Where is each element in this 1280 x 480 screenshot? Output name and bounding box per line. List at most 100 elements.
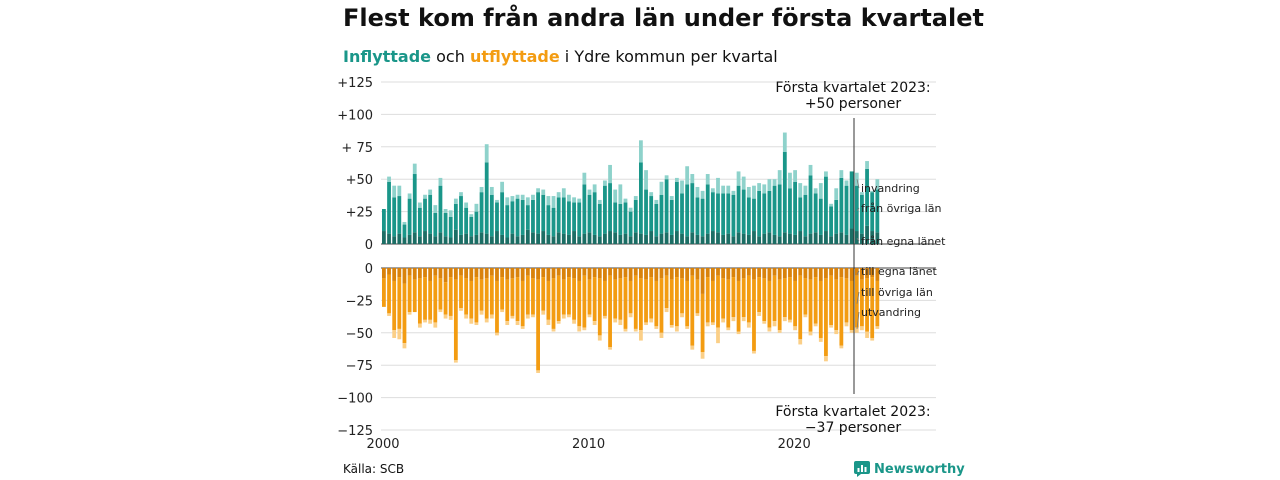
outflow-bar-other-counties [541, 277, 546, 311]
inflow-bar-other-counties [639, 162, 643, 234]
inflow-bar-other-counties [633, 199, 638, 233]
inflow-bar-immigration [834, 188, 839, 200]
inflow-bar-immigration [402, 221, 407, 225]
outflow-bar-other-counties [412, 279, 417, 313]
brand-logo[interactable]: Newsworthy [854, 461, 965, 477]
inflow-bar-immigration [392, 185, 397, 198]
inflow-bar-immigration [777, 170, 782, 185]
outflow-bar-other-counties [736, 280, 741, 332]
inflow-bar-other-counties [865, 168, 869, 226]
outflow-bar-own-county [746, 268, 751, 276]
inflow-bar-immigration [531, 194, 535, 200]
inflow-bar-own-county [592, 234, 597, 244]
annotation-bottom: Första kvartalet 2023: −37 personer [758, 404, 948, 436]
inflow-bar-immigration [551, 196, 556, 208]
outflow-bar-own-county [813, 268, 818, 278]
inflow-bar-own-county [849, 228, 854, 244]
inflow-bar-other-counties [417, 207, 422, 237]
outflow-bar-emigration [705, 322, 710, 327]
inflow-bar-other-counties [741, 189, 746, 234]
outflow-bar-own-county [479, 268, 484, 280]
inflow-bar-own-county [829, 236, 833, 244]
inflow-bar-own-county [854, 231, 859, 244]
inflow-bar-own-county [793, 234, 797, 244]
subtitle-conjunction: och [436, 47, 465, 66]
inflow-bar-own-county [525, 229, 530, 244]
outflow-bar-own-county [546, 268, 551, 281]
inflow-bar-own-county [572, 231, 576, 244]
inflow-bar-own-county [603, 233, 607, 244]
outflow-bar-own-county [798, 268, 803, 276]
outflow-bar-own-county [474, 268, 479, 278]
outflow-bar-own-county [520, 268, 525, 281]
inflow-bar-other-counties [484, 162, 489, 234]
inflow-bar-other-counties [695, 197, 700, 235]
source-note: Källa: SCB [343, 462, 405, 476]
inflow-bar-other-counties [387, 181, 391, 234]
outflow-bar-own-county [860, 268, 864, 280]
inflow-bar-other-counties [423, 198, 427, 232]
inflow-bar-own-county [813, 232, 818, 244]
inflow-bar-own-county [741, 233, 746, 244]
outflow-bar-other-counties [531, 278, 535, 315]
outflow-bar-emigration [495, 332, 499, 336]
inflow-bar-immigration [618, 184, 623, 204]
inflow-bar-other-counties [597, 203, 602, 237]
outflow-bar-own-county [644, 268, 648, 280]
outflow-bar-own-county [556, 268, 561, 276]
outflow-bar-own-county [423, 268, 427, 278]
inflow-bar-other-counties [572, 202, 576, 232]
outflow-bar-emigration [443, 314, 448, 319]
inflow-bar-other-counties [824, 176, 828, 232]
outflow-bar-other-counties [870, 277, 875, 338]
outflow-bar-own-county [721, 268, 726, 279]
inflow-bar-immigration [459, 192, 463, 197]
inflow-bar-immigration [495, 199, 499, 203]
outflow-bar-own-county [572, 268, 576, 279]
inflow-bar-own-county [546, 234, 551, 244]
outflow-bar-emigration [695, 313, 700, 316]
outflow-bar-other-counties [382, 278, 386, 307]
outflow-bar-other-counties [721, 278, 726, 319]
outflow-bar-own-county [726, 268, 731, 280]
outflow-bar-emigration [716, 327, 720, 344]
inflow-bar-other-counties [813, 193, 818, 233]
outflow-bar-other-counties [428, 280, 433, 320]
inflow-bar-own-county [428, 233, 433, 244]
outflow-bar-own-county [531, 268, 535, 279]
outflow-bar-other-counties [705, 277, 710, 323]
inflow-bar-own-county [597, 236, 602, 244]
outflow-bar-emigration [623, 328, 628, 332]
outflow-bar-emigration [818, 337, 823, 342]
x-tick-label: 2010 [572, 437, 605, 452]
inflow-bar-own-county [515, 236, 520, 244]
inflow-bar-own-county [772, 234, 777, 244]
inflow-bar-immigration [639, 140, 643, 163]
outflow-bar-other-counties [741, 278, 746, 318]
outflow-bar-emigration [479, 310, 484, 315]
outflow-series-leader [856, 311, 860, 329]
inflow-bar-other-counties [649, 196, 654, 232]
outflow-bar-emigration [741, 317, 746, 322]
outflow-bar-emigration [505, 321, 510, 326]
outflow-bar-own-county [628, 268, 633, 281]
newsworthy-logo-icon [854, 461, 870, 477]
inflow-bar-other-counties [680, 193, 684, 234]
outflow-bar-own-county [603, 268, 607, 281]
inflow-bar-immigration [644, 170, 648, 190]
outflow-bar-own-county [464, 268, 469, 279]
inflow-bar-other-counties [757, 190, 762, 237]
inflow-bar-other-counties [505, 205, 510, 238]
inflow-bar-own-county [798, 231, 803, 244]
outflow-bar-emigration [433, 322, 438, 328]
outflow-bar-own-county [495, 268, 499, 281]
inflow-bar-immigration [844, 180, 849, 186]
outflow-bar-other-counties [633, 275, 638, 329]
inflow-bar-immigration [464, 202, 469, 208]
inflow-bar-immigration [818, 183, 823, 199]
outflow-bar-emigration [525, 314, 530, 319]
inflow-bar-immigration [572, 197, 576, 203]
outflow-bar-own-county [757, 268, 762, 278]
inflow-bar-immigration [752, 185, 756, 199]
outflow-bar-own-county [402, 268, 407, 284]
